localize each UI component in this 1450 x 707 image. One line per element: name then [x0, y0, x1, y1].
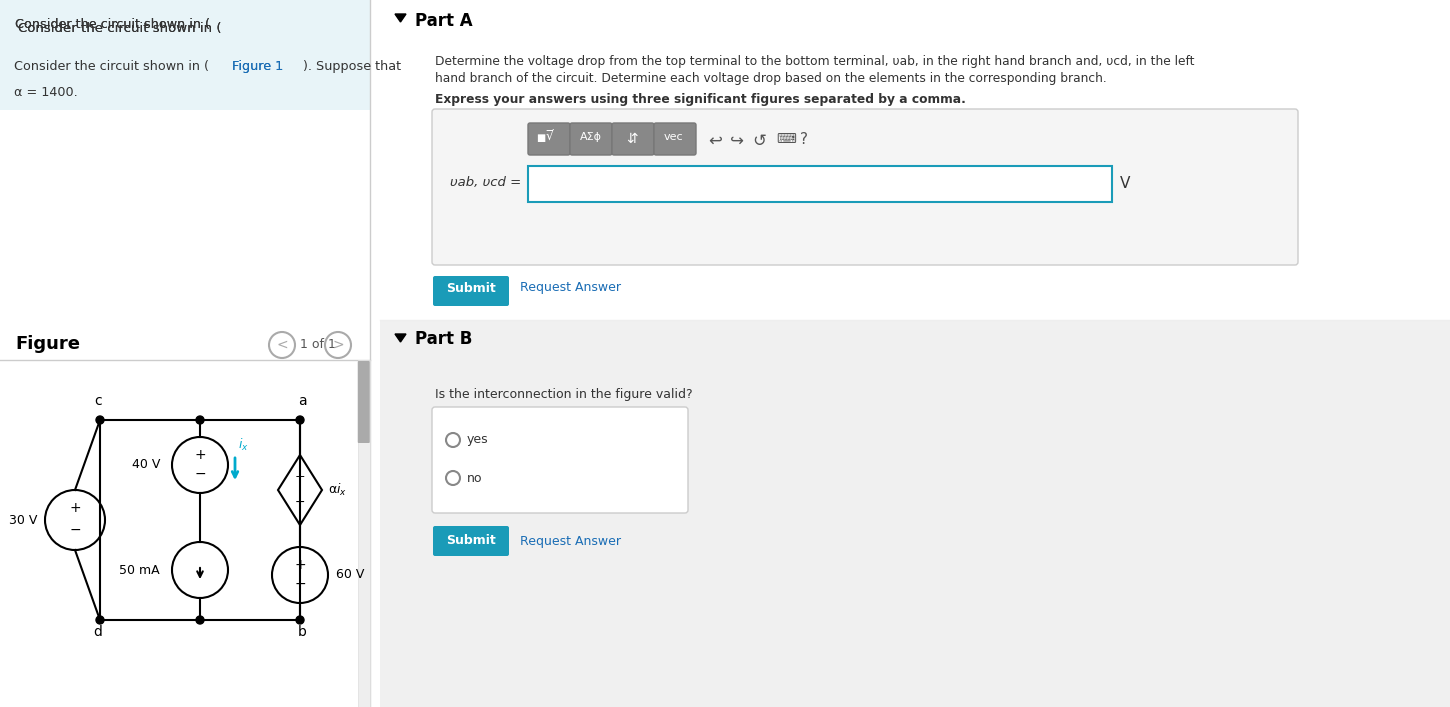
Text: ?: ? — [800, 132, 808, 147]
FancyBboxPatch shape — [432, 407, 687, 513]
Text: Consider the circuit shown in (: Consider the circuit shown in ( — [17, 22, 222, 35]
Text: b: b — [297, 625, 306, 639]
Text: 50 mA: 50 mA — [119, 563, 160, 576]
FancyBboxPatch shape — [380, 320, 1450, 707]
FancyBboxPatch shape — [432, 109, 1298, 265]
Text: c: c — [94, 394, 102, 408]
Text: Submit: Submit — [447, 534, 496, 547]
Text: Consider the circuit shown in (: Consider the circuit shown in ( — [14, 18, 210, 31]
Text: ↺: ↺ — [753, 132, 766, 150]
Text: d: d — [94, 625, 103, 639]
FancyBboxPatch shape — [528, 123, 570, 155]
Text: ). Suppose that: ). Suppose that — [303, 60, 402, 73]
Text: no: no — [467, 472, 483, 484]
FancyBboxPatch shape — [0, 0, 370, 110]
Polygon shape — [394, 334, 406, 342]
Text: −: − — [194, 467, 206, 481]
Text: Is the interconnection in the figure valid?: Is the interconnection in the figure val… — [435, 388, 693, 401]
Text: >: > — [332, 338, 344, 352]
Text: +: + — [194, 448, 206, 462]
Text: +: + — [70, 501, 81, 515]
Text: 30 V: 30 V — [9, 513, 38, 527]
Text: ⇵: ⇵ — [626, 132, 638, 146]
Text: vec: vec — [664, 132, 683, 142]
Text: 1 of 1: 1 of 1 — [300, 339, 336, 351]
Text: −: − — [294, 577, 306, 591]
Text: Consider the circuit shown in (: Consider the circuit shown in ( — [17, 22, 222, 35]
Text: Consider the circuit shown in (: Consider the circuit shown in ( — [14, 18, 210, 31]
FancyBboxPatch shape — [570, 123, 612, 155]
Circle shape — [96, 616, 104, 624]
Text: −: − — [294, 496, 306, 508]
FancyBboxPatch shape — [434, 276, 509, 306]
Text: ⌨: ⌨ — [776, 132, 796, 146]
Text: −: − — [70, 523, 81, 537]
Text: 60 V: 60 V — [336, 568, 364, 581]
Circle shape — [196, 416, 204, 424]
Text: ↩: ↩ — [708, 132, 722, 150]
Text: +: + — [294, 558, 306, 572]
Circle shape — [96, 416, 104, 424]
Text: AΣϕ: AΣϕ — [580, 132, 602, 142]
Text: Figure: Figure — [14, 335, 80, 353]
Text: hand branch of the circuit. Determine each voltage drop based on the elements in: hand branch of the circuit. Determine ea… — [435, 72, 1106, 85]
Text: a: a — [297, 394, 306, 408]
Text: α = 1400.: α = 1400. — [14, 86, 78, 99]
FancyBboxPatch shape — [654, 123, 696, 155]
Text: Request Answer: Request Answer — [521, 534, 621, 547]
Text: Figure 1: Figure 1 — [232, 60, 283, 73]
Text: Express your answers using three significant figures separated by a comma.: Express your answers using three signifi… — [435, 93, 966, 106]
FancyBboxPatch shape — [528, 166, 1112, 202]
Text: Part B: Part B — [415, 330, 473, 348]
Polygon shape — [394, 14, 406, 22]
Text: ↪: ↪ — [729, 132, 744, 150]
Text: +: + — [294, 469, 306, 482]
Text: Consider the circuit shown in (: Consider the circuit shown in ( — [14, 60, 209, 73]
FancyBboxPatch shape — [358, 361, 370, 443]
Text: Part A: Part A — [415, 12, 473, 30]
Text: Determine the voltage drop from the top terminal to the bottom terminal, υab, in: Determine the voltage drop from the top … — [435, 55, 1195, 68]
Text: Submit: Submit — [447, 281, 496, 295]
Circle shape — [296, 416, 304, 424]
Text: 40 V: 40 V — [132, 459, 160, 472]
Text: V: V — [1119, 176, 1131, 191]
FancyBboxPatch shape — [434, 526, 509, 556]
Text: <: < — [276, 338, 287, 352]
Text: √̅: √̅ — [547, 130, 554, 143]
Text: υab, υcd =: υab, υcd = — [450, 176, 521, 189]
FancyBboxPatch shape — [358, 360, 370, 707]
Text: $i_x$: $i_x$ — [238, 437, 249, 453]
Text: yes: yes — [467, 433, 489, 447]
Circle shape — [196, 616, 204, 624]
Circle shape — [296, 616, 304, 624]
FancyBboxPatch shape — [612, 123, 654, 155]
Text: ■: ■ — [536, 133, 545, 143]
Text: Request Answer: Request Answer — [521, 281, 621, 295]
Text: Figure 1: Figure 1 — [232, 60, 283, 73]
Text: α$i_x$: α$i_x$ — [328, 482, 347, 498]
